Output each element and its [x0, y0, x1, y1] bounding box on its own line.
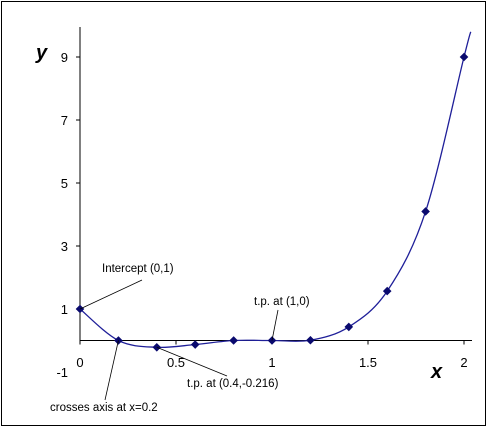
- annotation-leader-line: [104, 340, 119, 401]
- annotation-label: t.p. at (0.4,-0.216): [187, 378, 279, 390]
- data-point-marker: [344, 322, 354, 332]
- annotation-label: crosses axis at x=0.2: [50, 402, 158, 414]
- data-point-marker: [229, 336, 238, 345]
- annotations: Intercept (0,1) crosses axis at x=0.2 t.p.…: [50, 263, 310, 414]
- data-point-marker: [306, 335, 315, 345]
- data-point-marker: [190, 340, 200, 349]
- y-tick-label: 7: [61, 113, 68, 128]
- x-tick-label: 0.5: [167, 355, 185, 370]
- annotation-leader-line: [79, 279, 143, 310]
- chart-frame: -1 1 3 5 7 9 0 0.5 1 1.5 2 Intercept (0,1) crosses…: [1, 1, 486, 426]
- y-tick-label: 9: [61, 50, 68, 65]
- x-axis-title: x: [430, 361, 443, 383]
- y-tick-label: 5: [61, 176, 68, 191]
- annotation-label: Intercept (0,1): [102, 263, 174, 275]
- annotation-leader-line: [156, 346, 228, 377]
- x-tick-label: 1.5: [359, 355, 377, 370]
- data-point-marker: [382, 286, 392, 296]
- axes: [79, 27, 472, 341]
- y-axis-title: y: [35, 42, 48, 64]
- series-markers: [75, 52, 469, 352]
- x-tick-label: 1: [268, 355, 275, 370]
- x-ticks: 0 0.5 1 1.5 2: [76, 340, 468, 370]
- annotation-leader-line: [271, 309, 279, 341]
- data-point-marker: [152, 342, 162, 352]
- y-tick-label: -1: [56, 365, 68, 380]
- x-tick-label: 2: [460, 355, 467, 370]
- y-ticks: -1 1 3 5 7 9: [56, 50, 80, 380]
- y-tick-label: 1: [61, 302, 68, 317]
- y-tick-label: 3: [61, 239, 68, 254]
- x-tick-label: 0: [76, 355, 83, 370]
- annotation-label: t.p. at (1,0): [254, 296, 310, 308]
- data-point-marker: [421, 207, 430, 216]
- data-point-marker: [459, 52, 469, 62]
